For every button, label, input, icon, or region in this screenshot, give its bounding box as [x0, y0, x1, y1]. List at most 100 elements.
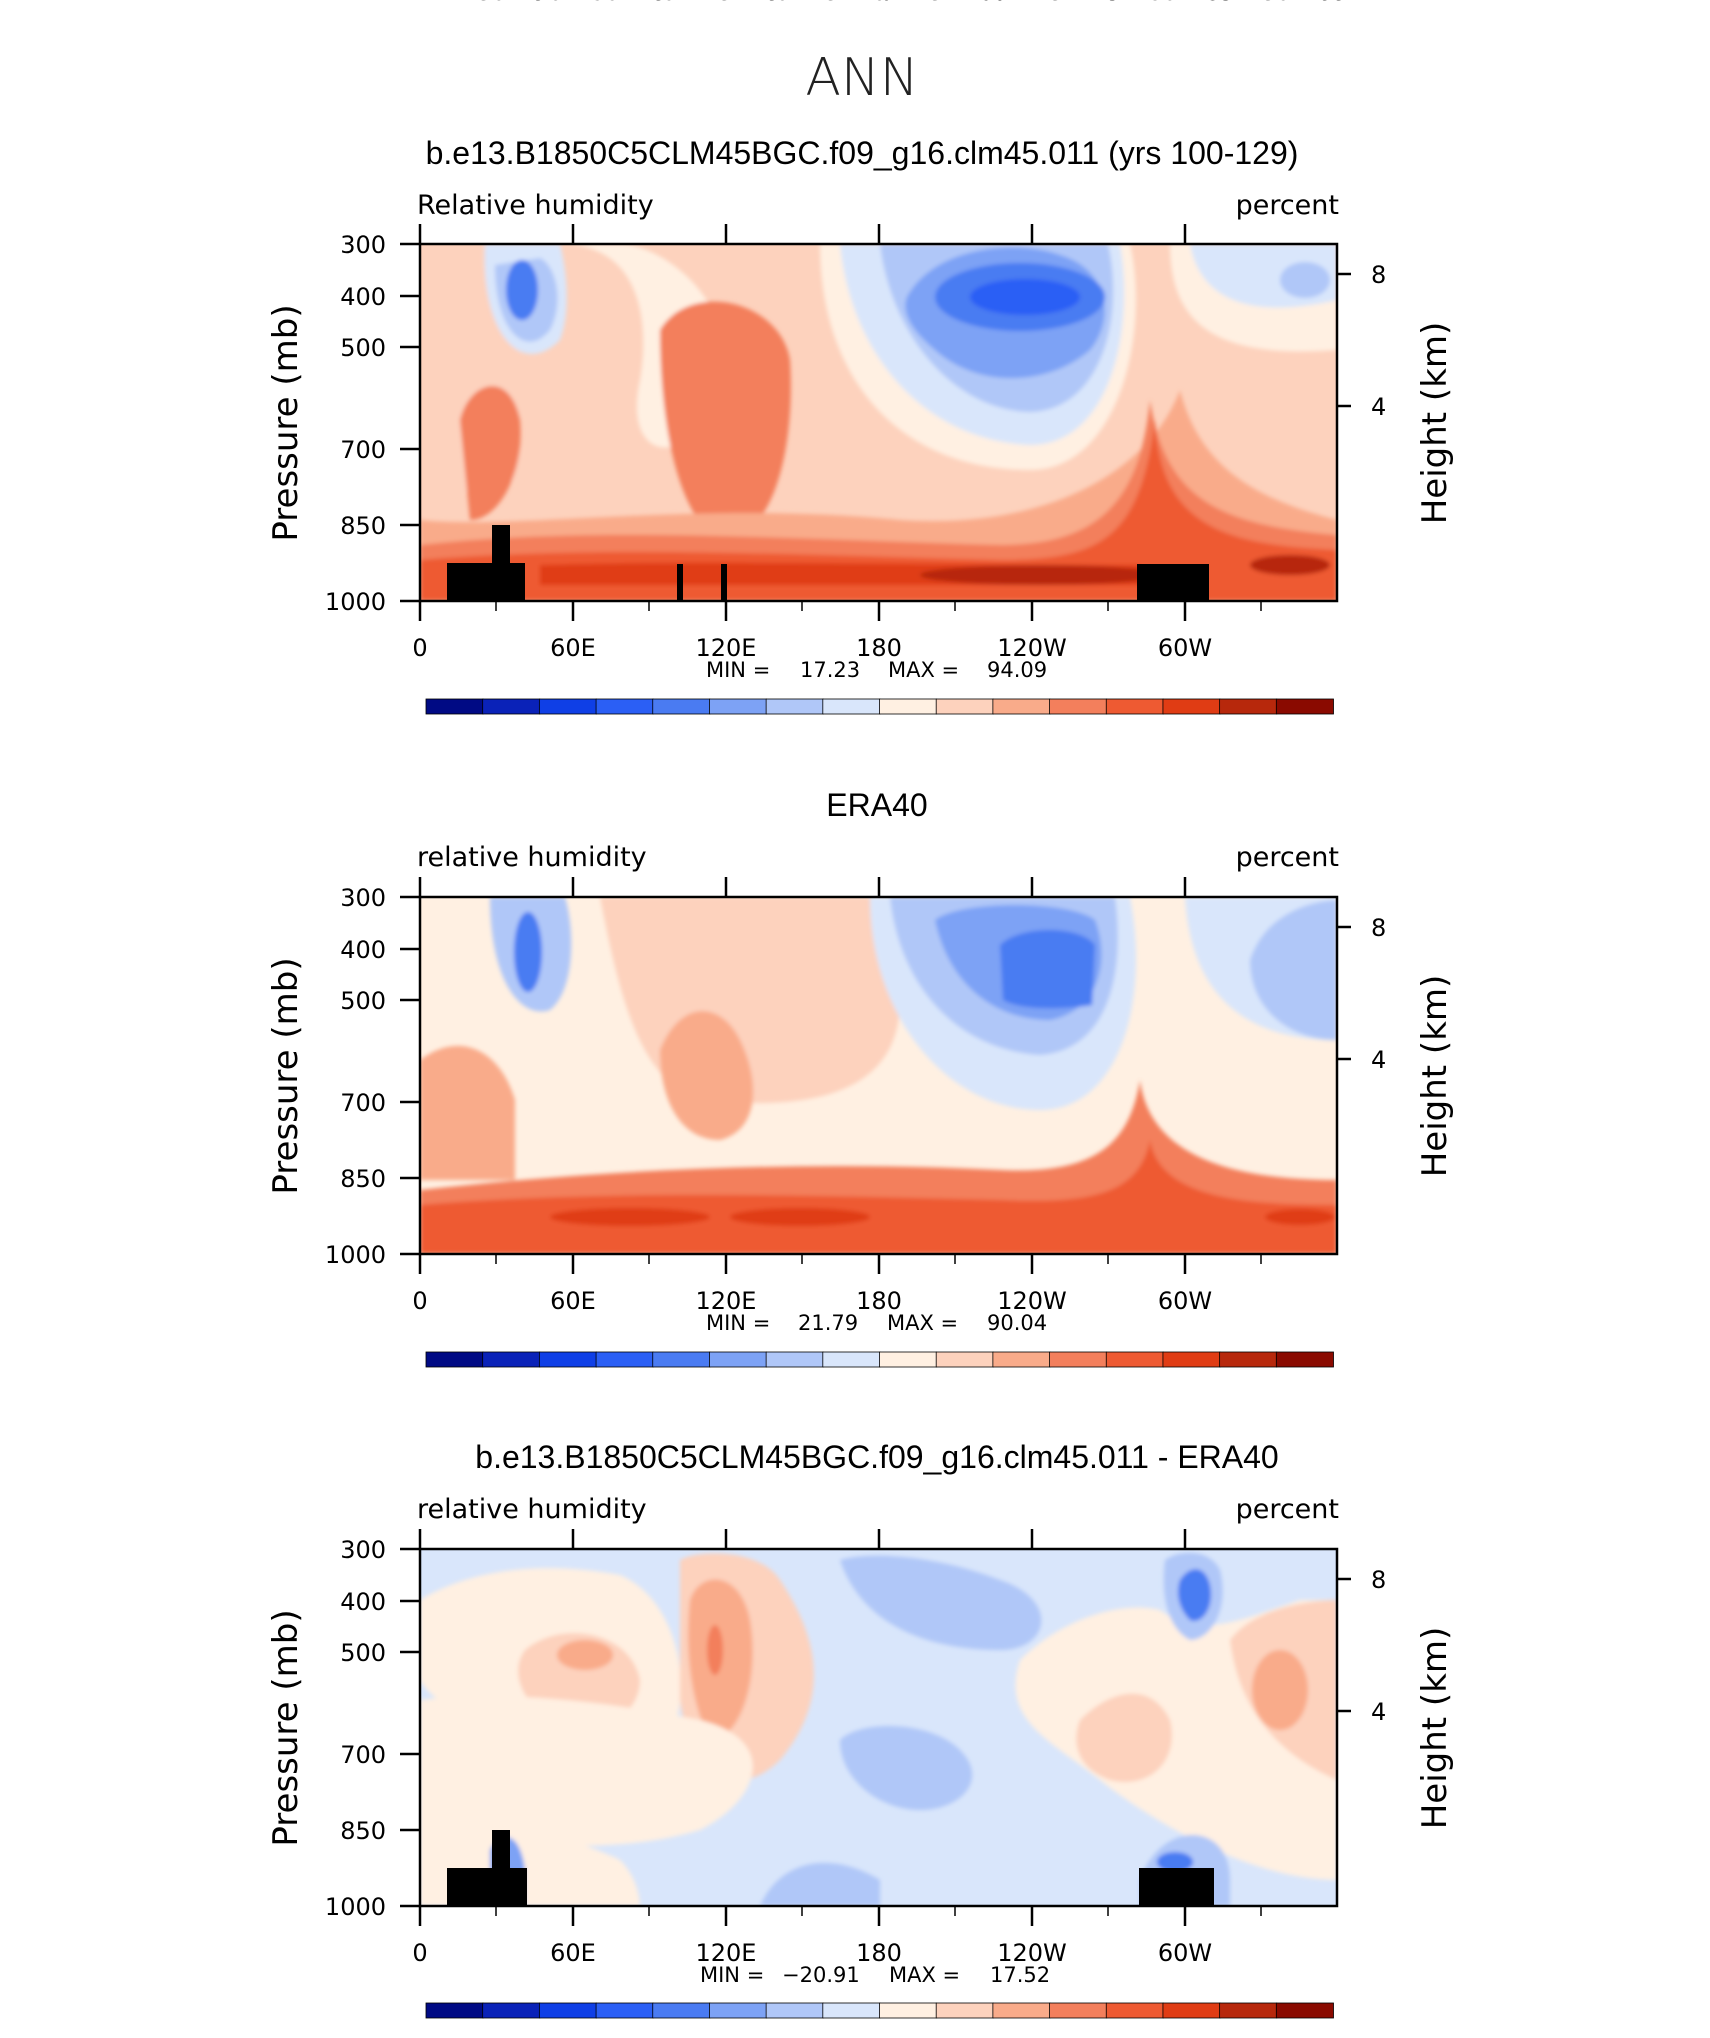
x-tick-label: 180 [856, 634, 902, 662]
min-max-stats: MIN = 21.79 MAX = 90.04 [706, 1311, 1047, 1335]
colorbar-label: 20 [1092, 0, 1120, 6]
colorbar-swatch [935, 698, 994, 715]
x-tick-label: 180 [856, 1287, 902, 1315]
y2-tick-label: 8 [1371, 261, 1386, 289]
colorbar-label: 15 [639, 0, 667, 6]
panel-title: ERA40 [826, 787, 927, 823]
colorbar-label: 5 [929, 0, 943, 6]
panel-difference: b.e13.B1850C5CLM45BGC.f09_g16.clm45.011 … [266, 0, 1455, 2019]
y2-axis-label: Height (km) [1415, 1627, 1455, 1830]
colorbar-swatch [879, 2002, 938, 2019]
x-tick-label: 60E [550, 1939, 596, 1967]
y-tick-label: 400 [340, 1588, 386, 1616]
contour-pos-west-core [557, 1640, 613, 1670]
contour-min-spot [514, 912, 542, 992]
colorbar-swatch [538, 698, 597, 715]
units-label: percent [1236, 842, 1339, 873]
y-tick-label: 500 [340, 1639, 386, 1667]
y-tick-label: 500 [340, 334, 386, 362]
colorbar-swatch [652, 2002, 711, 2019]
colorbar-swatch [879, 1351, 938, 1368]
colorbar-label: −5 [807, 0, 839, 6]
panel-title: b.e13.B1850C5CLM45BGC.f09_g16.clm45.011 … [475, 1439, 1278, 1475]
y-tick-label: 300 [340, 231, 386, 259]
colorbar-swatch [425, 698, 484, 715]
min-max-stats: MIN = −20.91 MAX = 17.52 [700, 1963, 1050, 1987]
y2-tick-label: 4 [1371, 1046, 1386, 1074]
colorbar-label: 95 [1319, 0, 1347, 6]
y-tick-label: 400 [340, 283, 386, 311]
y-axis-label: Pressure (mb) [266, 957, 306, 1194]
x-tick-label: 120W [997, 1287, 1067, 1315]
x-tick-label: 120E [696, 634, 757, 662]
contour-min-spot [506, 260, 538, 320]
contour-max-east [1265, 1209, 1335, 1225]
topography-spike-1 [677, 564, 683, 601]
colorbar-label: 15 [1036, 0, 1064, 6]
colorbar-label: 25 [752, 0, 780, 6]
min-label: MIN = [700, 1963, 764, 1987]
panel-title: b.e13.B1850C5CLM45BGC.f09_g16.clm45.011 … [426, 135, 1299, 171]
x-tick-label: 60W [1158, 1287, 1212, 1315]
max-label: MAX = [888, 658, 959, 682]
y2-tick-label: 8 [1371, 1566, 1386, 1594]
x-tick-label: 0 [412, 634, 427, 662]
colorbar-swatch [1275, 698, 1334, 715]
y-tick-label: 300 [340, 884, 386, 912]
contour-field [420, 1549, 1337, 1906]
y-axis-label: Pressure (mb) [266, 304, 306, 541]
colorbar-label: 0 [873, 0, 887, 6]
panel-obs: ERA40 relative humidity percent [266, 0, 1455, 1368]
min-label: MIN = [706, 658, 770, 682]
colorbar-swatch [482, 1351, 541, 1368]
y-tick-label: 300 [340, 1536, 386, 1564]
colorbar-swatch [709, 1351, 768, 1368]
min-value: 17.23 [800, 658, 860, 682]
colorbar-swatch [709, 2002, 768, 2019]
topography-africa [447, 1830, 527, 1906]
colorbar-label: 50 [1262, 0, 1290, 6]
x-tick-label: 60W [1158, 634, 1212, 662]
colorbar: 5 15 25 40 60 75 85 95 [425, 0, 1347, 1368]
contour-neg-central [840, 1555, 1042, 1650]
contour-pos-central [420, 1696, 753, 1846]
x-tick-label: 120E [696, 1287, 757, 1315]
colorbar-label: 5 [532, 0, 546, 6]
y2-tick-label: 4 [1371, 1698, 1386, 1726]
colorbar-label: −15 [686, 0, 732, 6]
contour-pos-120e-core [707, 1625, 723, 1675]
x-tick-label: 0 [412, 1287, 427, 1315]
colorbar-swatch [1162, 1351, 1221, 1368]
y-tick-label: 700 [340, 436, 386, 464]
min-value: −20.91 [782, 1963, 860, 1987]
max-label: MAX = [887, 1311, 958, 1335]
contour-neg-andes-core [1178, 1569, 1211, 1621]
colorbar-label: 60 [979, 0, 1007, 6]
topography-spike-2 [721, 564, 727, 601]
colorbar-swatch [1105, 1351, 1164, 1368]
colorbar-swatch [1275, 2002, 1334, 2019]
contour-neg-180 [840, 1726, 973, 1810]
colorbar-label: 30 [1149, 0, 1177, 6]
colorbar-swatch [992, 698, 1051, 715]
contour-east-cool [1250, 900, 1337, 1040]
max-value: 94.09 [987, 658, 1047, 682]
max-value: 17.52 [990, 1963, 1050, 1987]
contour-field [420, 244, 1337, 601]
colorbar-swatch [595, 2002, 654, 2019]
y-tick-label: 850 [340, 512, 386, 540]
colorbar: −50−40−30−20−15−10−505101520304050 [425, 0, 1334, 2019]
colorbar-swatch [538, 2002, 597, 2019]
variable-label: relative humidity [417, 842, 647, 873]
y-tick-label: 1000 [325, 588, 386, 616]
y-tick-label: 1000 [325, 1893, 386, 1921]
colorbar-swatch [879, 698, 938, 715]
x-tick-label: 60W [1158, 1939, 1212, 1967]
colorbar-swatch [652, 1351, 711, 1368]
y-tick-label: 500 [340, 987, 386, 1015]
colorbar-label: −30 [573, 0, 619, 6]
variable-label: relative humidity [417, 1494, 647, 1525]
x-tick-label: 0 [412, 1939, 427, 1967]
x-tick-label: 120W [997, 1939, 1067, 1967]
